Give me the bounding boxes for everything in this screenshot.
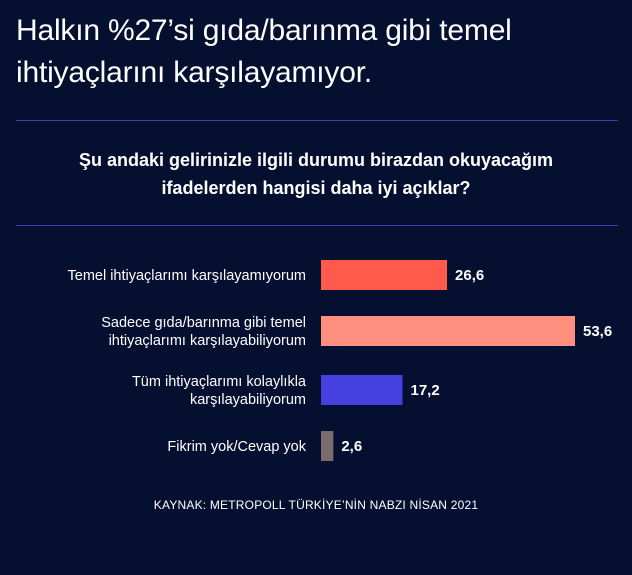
survey-question: Şu andaki gelirinizle ilgili durumu bira… — [78, 150, 554, 198]
value-label-3: 17,2 — [411, 382, 440, 399]
category-label-1-line-1: Temel ihtiyaçlarımı karşılayamıyorum — [68, 268, 307, 284]
bar-1 — [321, 260, 448, 290]
page-title: Halkın %27’si gıda/barınma gibi temel ih… — [16, 14, 512, 89]
category-label-2-line-1: Sadece gıda/barınma gibi temel — [101, 315, 306, 331]
source-note: KAYNAK: METROPOLL TÜRKİYE’NİN NABZI NİSA… — [153, 498, 479, 512]
category-label-2-line-2: ihtiyaçlarımı karşılayabiliyorum — [109, 333, 306, 349]
category-label-3-line-2: karşılayabiliyorum — [190, 392, 306, 408]
top-divider — [16, 120, 618, 121]
value-label-2: 53,6 — [583, 323, 612, 340]
category-label-4-line-1: Fikrim yok/Cevap yok — [167, 439, 306, 455]
bar-3 — [321, 375, 403, 405]
bar-2 — [321, 316, 575, 346]
value-label-1: 26,6 — [455, 267, 484, 284]
bar-chart: 26,6 Temel ihtiyaçlarımı karşılayamıyorum… — [68, 260, 612, 461]
bar-4 — [321, 431, 334, 461]
value-label-4: 2,6 — [341, 438, 362, 455]
category-label-3-line-1: Tüm ihtiyaçlarımı kolaylıkla — [132, 374, 307, 390]
question-divider — [16, 225, 618, 226]
